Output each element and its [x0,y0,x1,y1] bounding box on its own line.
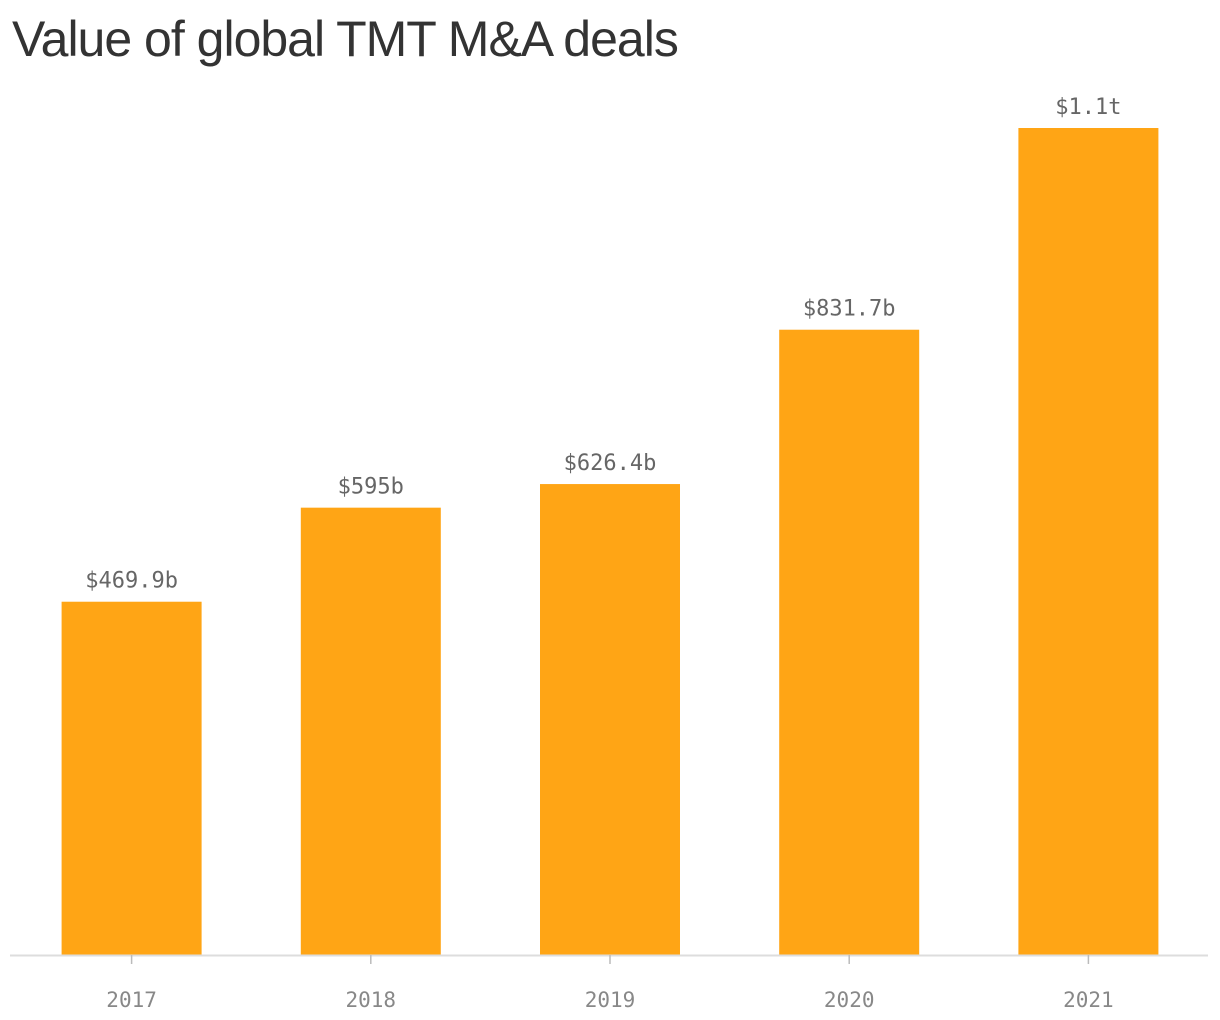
x-tick-label-2017: 2017 [106,988,157,1012]
bar-2019 [540,484,680,955]
value-labels-group: $469.9b $595b $626.4b $831.7b $1.1t [85,95,1121,594]
x-tick-label-2020: 2020 [824,988,875,1012]
value-label-2020: $831.7b [803,297,896,322]
bar-2018 [300,507,441,955]
bar-2017 [61,601,202,955]
x-tick-label-2019: 2019 [585,988,636,1012]
x-ticks-group: 2017 2018 2019 2020 2021 [106,955,1114,1012]
x-tick-label-2021: 2021 [1063,988,1114,1012]
value-label-2019: $626.4b [564,451,657,476]
chart-title: Value of global TMT M&A deals [12,11,679,67]
value-label-2018: $595b [338,475,404,500]
value-label-2017: $469.9b [85,569,178,594]
x-tick-label-2018: 2018 [346,988,397,1012]
bars-group [61,128,1159,955]
bar-2021 [1018,128,1159,955]
bar-2020 [779,329,920,955]
value-label-2021: $1.1t [1055,95,1121,120]
